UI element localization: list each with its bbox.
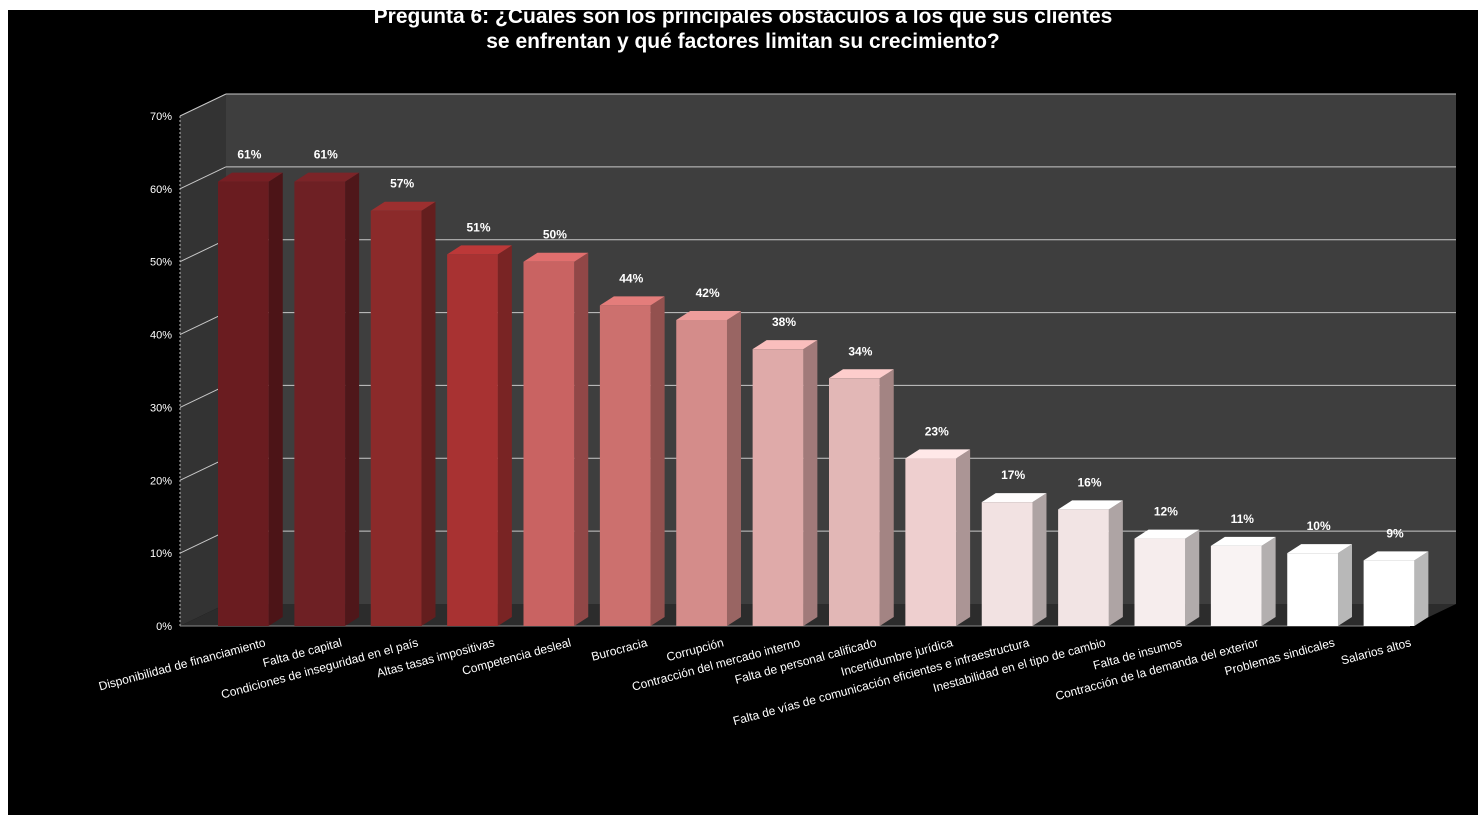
bar-top (905, 449, 971, 459)
bar-front (1210, 545, 1262, 626)
side-wall (180, 94, 226, 626)
data-label: 51% (466, 220, 490, 234)
bar-side (650, 296, 665, 626)
bar-front (447, 254, 498, 626)
bar (981, 493, 1047, 626)
bar-front (1134, 538, 1186, 626)
bar (752, 340, 818, 626)
data-label: 61% (314, 148, 338, 162)
y-tick-label: 10% (150, 548, 172, 560)
bar-side (879, 369, 894, 626)
bar-front (1363, 560, 1415, 626)
bar (447, 245, 512, 626)
bar-top (1363, 551, 1429, 561)
bar (1287, 544, 1352, 626)
bar (599, 296, 665, 626)
data-label: 57% (390, 177, 414, 191)
bar-front (829, 378, 880, 626)
bar-top (1210, 536, 1276, 546)
data-label: 9% (1386, 526, 1404, 540)
y-tick-label: 30% (150, 402, 172, 414)
bar-front (218, 181, 269, 627)
bar-side (1414, 551, 1429, 626)
bar-side (726, 311, 741, 626)
data-label: 23% (925, 424, 949, 438)
bar-side (574, 252, 589, 626)
bar-side (421, 201, 436, 626)
bar (370, 201, 436, 626)
data-label: 44% (619, 271, 643, 285)
bar-chart: 0%10%20%30%40%50%60%70%61%Disponibilidad… (97, 93, 1456, 728)
bar-side (1337, 544, 1352, 626)
bar (1210, 536, 1276, 626)
chart-frame: Pregunta 6: ¿Cuales son los principales … (8, 10, 1478, 815)
data-label: 34% (848, 344, 872, 358)
data-label: 11% (1231, 512, 1255, 526)
y-tick-label: 50% (150, 257, 172, 269)
bar-front (523, 261, 575, 626)
bar-side (1185, 529, 1200, 626)
gridline-side (179, 166, 227, 190)
y-tick-label: 70% (150, 111, 172, 123)
bar-top (599, 296, 665, 306)
bar-side (345, 172, 360, 627)
bar-top (523, 252, 589, 262)
bar-side (803, 340, 818, 626)
bar-side (268, 172, 283, 627)
y-tick-label: 40% (150, 330, 172, 342)
bar (1058, 500, 1123, 626)
data-label: 12% (1154, 505, 1178, 519)
bar-front (370, 210, 422, 626)
data-label: 50% (543, 228, 567, 242)
bar-top (1134, 529, 1200, 539)
bar-top (1058, 500, 1123, 510)
y-tick-label: 20% (150, 475, 172, 487)
bar-top (447, 245, 512, 255)
data-label: 16% (1077, 475, 1101, 489)
bar (218, 172, 283, 627)
bar (1363, 551, 1429, 626)
bar-top (370, 201, 436, 211)
bar-front (905, 458, 957, 626)
bar-front (1287, 553, 1338, 626)
chart-title: Pregunta 6: ¿Cuales son los principales … (373, 10, 1113, 53)
bar-side (1261, 536, 1276, 626)
bar-top (752, 340, 818, 350)
gridline-side (179, 93, 227, 117)
bar-side (1032, 493, 1047, 626)
x-tick-label: Salarios altos (1339, 635, 1412, 667)
bar-front (752, 349, 804, 626)
bar (1134, 529, 1200, 626)
bar-side (956, 449, 971, 626)
data-label: 38% (772, 315, 796, 329)
bar-front (1058, 509, 1109, 626)
bar (523, 252, 589, 626)
data-label: 42% (696, 286, 720, 300)
data-label: 61% (237, 148, 261, 162)
bar-front (294, 181, 346, 627)
bar-top (294, 172, 360, 182)
data-label: 10% (1307, 519, 1331, 533)
bar-top (1287, 544, 1352, 554)
bar (676, 311, 741, 626)
bar-top (676, 311, 741, 320)
bar (829, 369, 894, 626)
bar-front (676, 320, 727, 626)
bar-side (1108, 500, 1123, 626)
x-tick-label: Burocracia (590, 635, 649, 663)
bar-top (981, 493, 1047, 503)
bar-front (981, 502, 1033, 626)
bar-side (497, 245, 512, 626)
bar-top (218, 172, 283, 182)
bar-front (599, 305, 651, 626)
bar (294, 172, 360, 627)
y-tick-label: 60% (150, 184, 172, 196)
bar-top (829, 369, 894, 379)
bar (905, 449, 971, 626)
y-tick-label: 0% (156, 621, 172, 633)
data-label: 17% (1001, 468, 1025, 482)
